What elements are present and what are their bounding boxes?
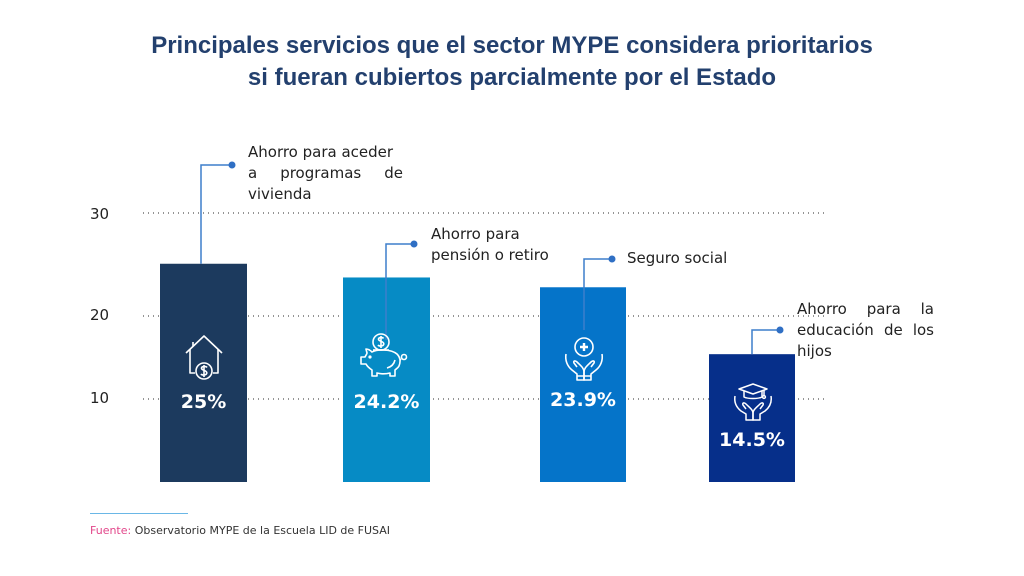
y-tick-10: 10 [90,389,110,407]
chart-title-line-1: Principales servicios que el sector MYPE… [151,32,873,59]
callout-line-seguro [583,258,612,330]
category-label-seguro: Seguro social [627,248,767,269]
callout-line-vivienda [200,164,232,264]
label-line: educación de los [797,321,934,339]
callout-dot-vivienda [228,161,236,169]
label-line: Ahorro para aceder [248,143,394,161]
chart-title-line-2: si fueran cubiertos parcialmente por el … [247,64,777,91]
callout-dot-educacion [776,326,784,334]
label-line: Ahorro para la [797,300,934,318]
label-line: Seguro social [627,249,728,267]
y-tick-20: 20 [90,306,110,324]
callout-line-educacion [751,329,780,355]
value-label-educacion: 14.5% [719,429,785,451]
y-tick-30: 30 [90,205,110,223]
source-divider [90,513,188,514]
source-note: Fuente: Observatorio MYPE de la Escuela … [90,524,390,537]
house-dollar-icon [185,335,223,380]
chart-title: Principales servicios que el sector MYPE… [0,30,1024,94]
category-label-educacion: Ahorro para la educación de los hijos [797,299,934,362]
hands-graduation-icon [734,383,772,421]
label-line: vivienda [248,185,312,203]
label-line: a programas de [248,164,403,182]
source-key: Fuente: [90,524,132,537]
hands-health-icon [564,337,604,381]
label-line: pensión o retiro [431,246,549,264]
callout-line-pension [385,243,414,340]
bar-seguro [540,287,626,482]
category-label-vivienda: Ahorro para aceder a programas de vivien… [248,142,403,205]
callout-dot-pension [410,240,418,248]
value-label-vivienda: 25% [180,391,227,413]
category-label-pension: Ahorro para pensión o retiro [431,224,571,266]
callout-dot-seguro [608,255,616,263]
label-line: Ahorro para [431,225,520,243]
source-text: Observatorio MYPE de la Escuela LID de F… [131,524,391,537]
bar-educacion [709,354,795,482]
value-label-pension: 24.2% [353,391,420,413]
label-line: hijos [797,342,832,360]
piggy-bank-icon [360,333,408,377]
value-label-seguro: 23.9% [550,389,616,411]
